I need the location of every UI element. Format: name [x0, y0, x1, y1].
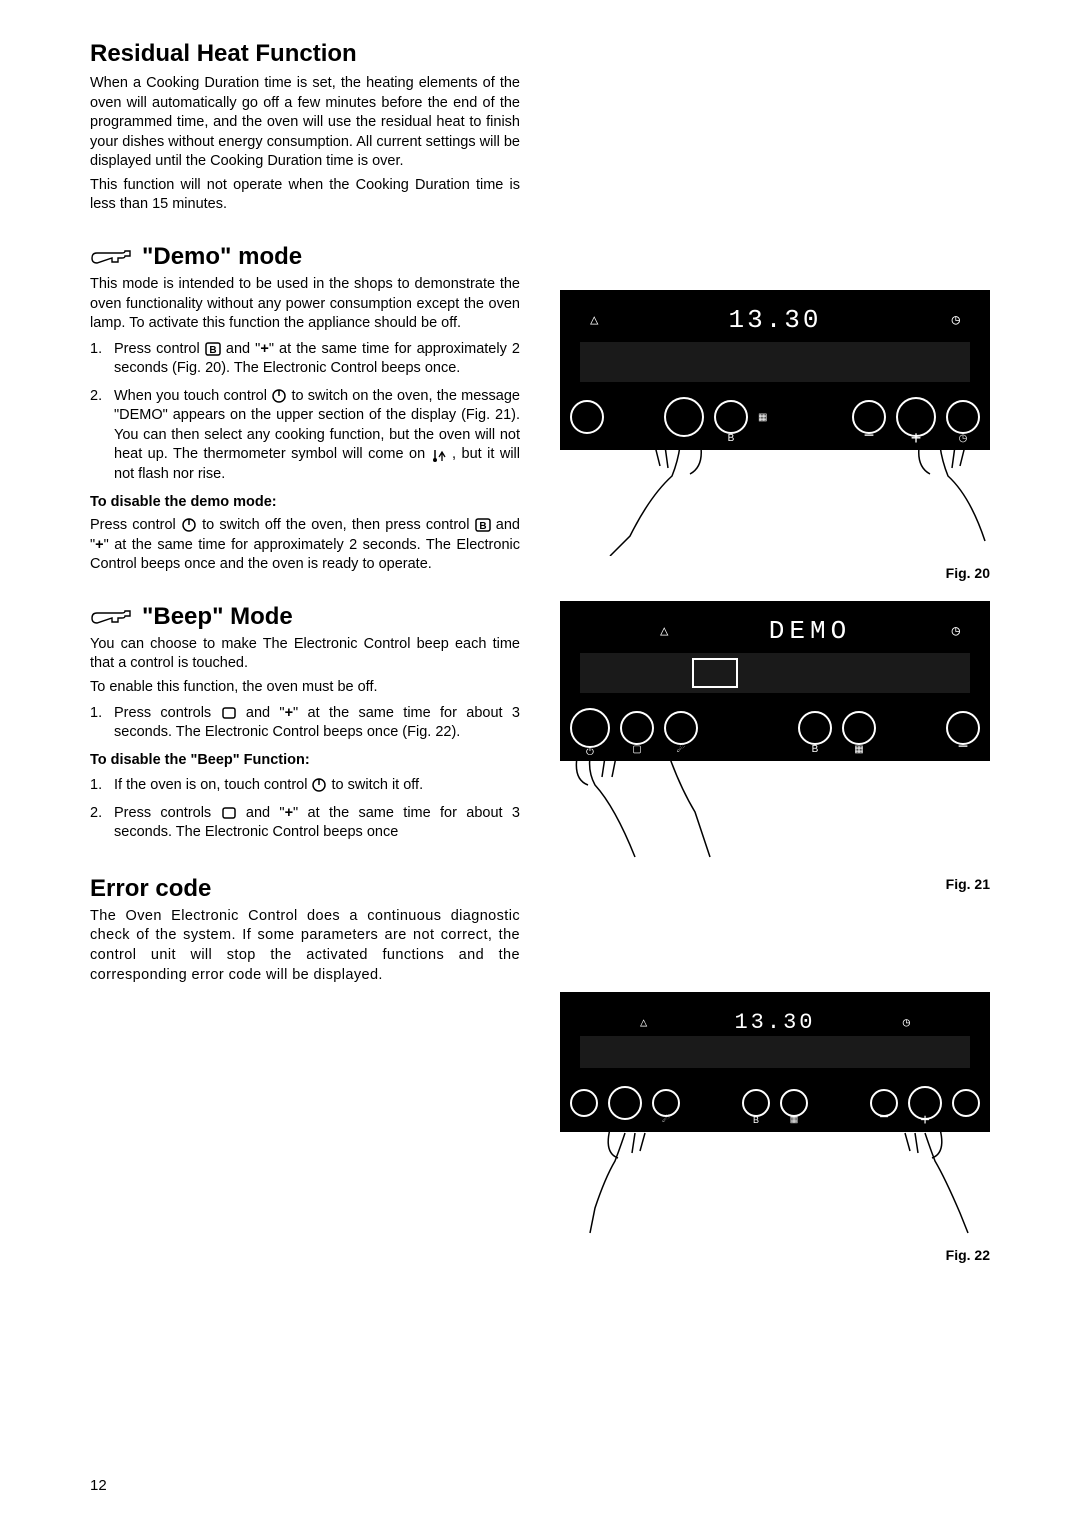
power-icon [271, 389, 287, 403]
rect-icon [221, 706, 237, 720]
panel-button-rect [608, 1086, 642, 1120]
pointing-hand-icon [90, 607, 132, 627]
clock-icon: ◷ [952, 623, 960, 640]
figure-21-label: Fig. 21 [560, 876, 990, 892]
hands-illustration-22 [560, 1128, 990, 1238]
control-panel-20: △ 13.30 ◷ B ▦ − + ◷ [560, 290, 990, 450]
beep-title-text: "Beep" Mode [142, 603, 293, 631]
figure-22-label: Fig. 22 [560, 1247, 990, 1263]
beep-disable-step-2: 2. Press controls and "+" at the same ti… [90, 804, 520, 843]
thermometer-up-icon [431, 448, 447, 462]
panel-button-light: ☄ [664, 711, 698, 745]
panel-button [570, 400, 604, 434]
panel-button-grid: ▦ [780, 1089, 808, 1117]
beep-intro-2: To enable this function, the oven must b… [90, 678, 520, 698]
pointing-hand-icon [90, 247, 132, 267]
panel-button-minus: − [870, 1089, 898, 1117]
panel-button-minus: − [946, 711, 980, 745]
residual-heat-body: When a Cooking Duration time is set, the… [90, 74, 520, 172]
svg-text:B: B [209, 345, 216, 356]
left-column: Residual Heat Function When a Cooking Du… [90, 40, 520, 1283]
beep-steps: 1. Press controls and "+" at the same ti… [90, 704, 520, 743]
demo-mode-title: "Demo" mode [90, 243, 520, 271]
panel-button-minus: − [852, 400, 886, 434]
demo-disable-body: Press control to switch off the oven, th… [90, 516, 520, 575]
display-20: 13.30 [598, 305, 951, 335]
control-panel-21: △ DEMO ◷ ⏻ ▢ ☄ B ▦ − [560, 601, 990, 761]
b-box-icon: B [475, 518, 491, 532]
demo-title-text: "Demo" mode [142, 243, 302, 271]
panel-button-b: B [742, 1089, 770, 1117]
figure-22: △ 13.30 ◷ ☄ B ▦ − + [560, 992, 990, 1263]
beep-intro-1: You can choose to make The Electronic Co… [90, 635, 520, 674]
b-box-icon: B [205, 342, 221, 356]
error-code-body: The Oven Electronic Control does a conti… [90, 907, 520, 985]
display-21: DEMO [668, 616, 951, 646]
panel-button [664, 397, 704, 437]
panel-button-plus: + [896, 397, 936, 437]
beep-disable-steps: 1. If the oven is on, touch control to s… [90, 776, 520, 843]
clock-icon: ◷ [903, 1015, 910, 1030]
figure-21: △ DEMO ◷ ⏻ ▢ ☄ B ▦ − [560, 601, 990, 892]
clock-icon: ◷ [952, 312, 960, 329]
panel-button-clock: ◷ [946, 400, 980, 434]
error-code-title: Error code [90, 875, 520, 903]
bell-icon: △ [660, 623, 668, 640]
right-column: △ 13.30 ◷ B ▦ − + ◷ [560, 40, 990, 1283]
bell-icon: △ [640, 1015, 647, 1030]
page-content: Residual Heat Function When a Cooking Du… [90, 40, 990, 1283]
panel-button-plus: + [908, 1086, 942, 1120]
hands-illustration-21 [560, 757, 990, 867]
panel-button-power: ⏻ [570, 708, 610, 748]
residual-heat-body-2: This function will not operate when the … [90, 176, 520, 215]
panel-button-b: B [714, 400, 748, 434]
demo-step-1: 1. Press control B and "+" at the same t… [90, 340, 520, 379]
svg-text:B: B [479, 521, 486, 532]
power-icon [181, 518, 197, 532]
demo-intro: This mode is intended to be used in the … [90, 275, 520, 334]
beep-mode-title: "Beep" Mode [90, 603, 520, 631]
panel-button: ☄ [652, 1089, 680, 1117]
hands-illustration-20 [560, 446, 990, 556]
figure-20-label: Fig. 20 [560, 565, 990, 581]
panel-button-power [570, 1089, 598, 1117]
demo-step-2: 2. When you touch control to switch on t… [90, 387, 520, 485]
beep-step-1: 1. Press controls and "+" at the same ti… [90, 704, 520, 743]
panel-button-b: B [798, 711, 832, 745]
bell-icon: △ [590, 312, 598, 329]
demo-steps: 1. Press control B and "+" at the same t… [90, 340, 520, 485]
panel-button-rect: ▢ [620, 711, 654, 745]
rect-icon [221, 806, 237, 820]
control-panel-22: △ 13.30 ◷ ☄ B ▦ − + [560, 992, 990, 1132]
beep-disable-title: To disable the "Beep" Function: [90, 751, 520, 771]
power-icon [311, 778, 327, 792]
panel-button-clock [952, 1089, 980, 1117]
beep-disable-step-1: 1. If the oven is on, touch control to s… [90, 776, 520, 796]
page-number: 12 [90, 1477, 107, 1494]
demo-disable-title: To disable the demo mode: [90, 493, 520, 513]
display-22: 13.30 [647, 1010, 903, 1035]
figure-20: △ 13.30 ◷ B ▦ − + ◷ [560, 290, 990, 581]
residual-heat-title: Residual Heat Function [90, 40, 520, 68]
panel-button-grid: ▦ [842, 711, 876, 745]
